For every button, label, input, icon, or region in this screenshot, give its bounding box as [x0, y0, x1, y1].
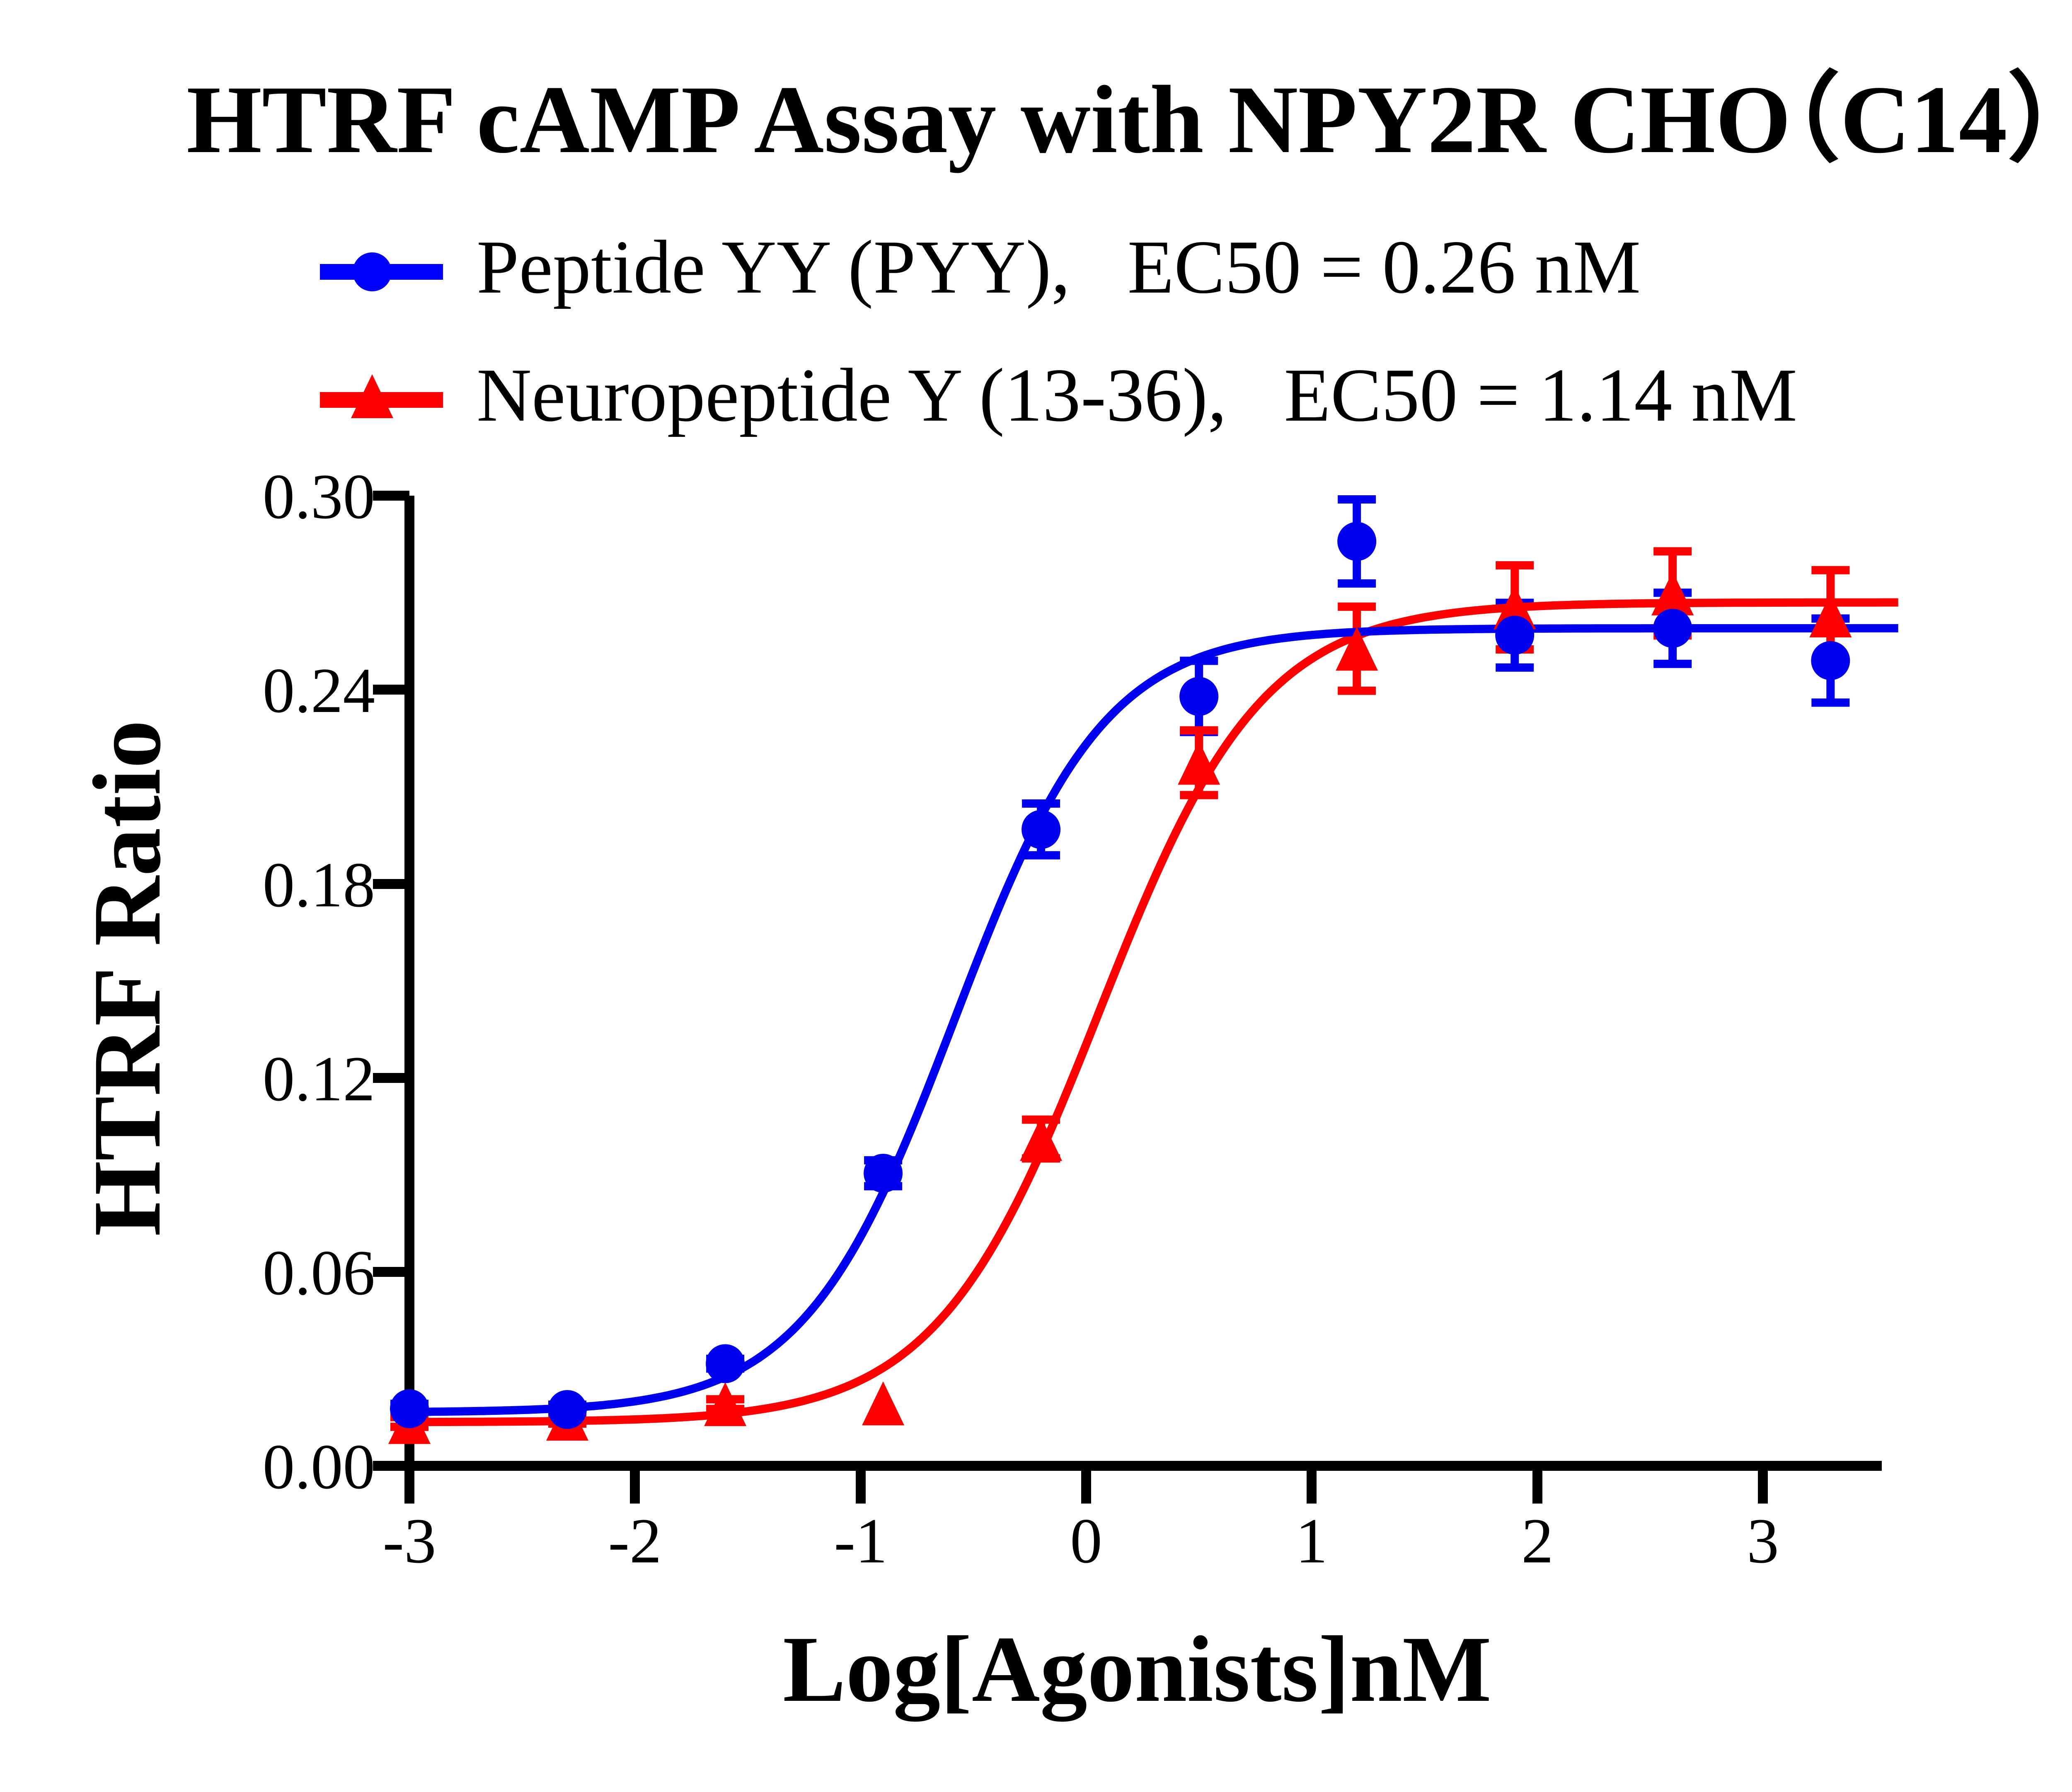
- svg-text:HTRF cAMP Assay with NPY2R CHO: HTRF cAMP Assay with NPY2R CHO（C14）: [186, 65, 2072, 173]
- svg-text:HTRF Ratio: HTRF Ratio: [73, 720, 181, 1236]
- svg-text:Peptide YY (PYY), EC50 = 0.2: Peptide YY (PYY), EC50 = 0.26 nM: [477, 225, 1641, 309]
- svg-text:-2: -2: [608, 1505, 661, 1576]
- svg-text:-3: -3: [382, 1505, 436, 1576]
- svg-text:0.24: 0.24: [263, 655, 375, 726]
- svg-text:0.00: 0.00: [263, 1431, 375, 1502]
- svg-text:0.12: 0.12: [263, 1043, 375, 1114]
- svg-text:-1: -1: [834, 1505, 887, 1576]
- svg-text:3: 3: [1747, 1505, 1779, 1576]
- svg-text:0: 0: [1070, 1505, 1102, 1576]
- svg-text:Neuropeptide Y (13-36), EC50: Neuropeptide Y (13-36), EC50 = 1.14 nM: [477, 353, 1797, 437]
- svg-text:1: 1: [1295, 1505, 1328, 1576]
- svg-text:0.06: 0.06: [263, 1237, 375, 1308]
- svg-text:Log[Agonists]nM: Log[Agonists]nM: [783, 1617, 1491, 1722]
- svg-text:0.18: 0.18: [263, 849, 375, 920]
- svg-text:0.30: 0.30: [263, 461, 375, 532]
- svg-text:2: 2: [1521, 1505, 1554, 1576]
